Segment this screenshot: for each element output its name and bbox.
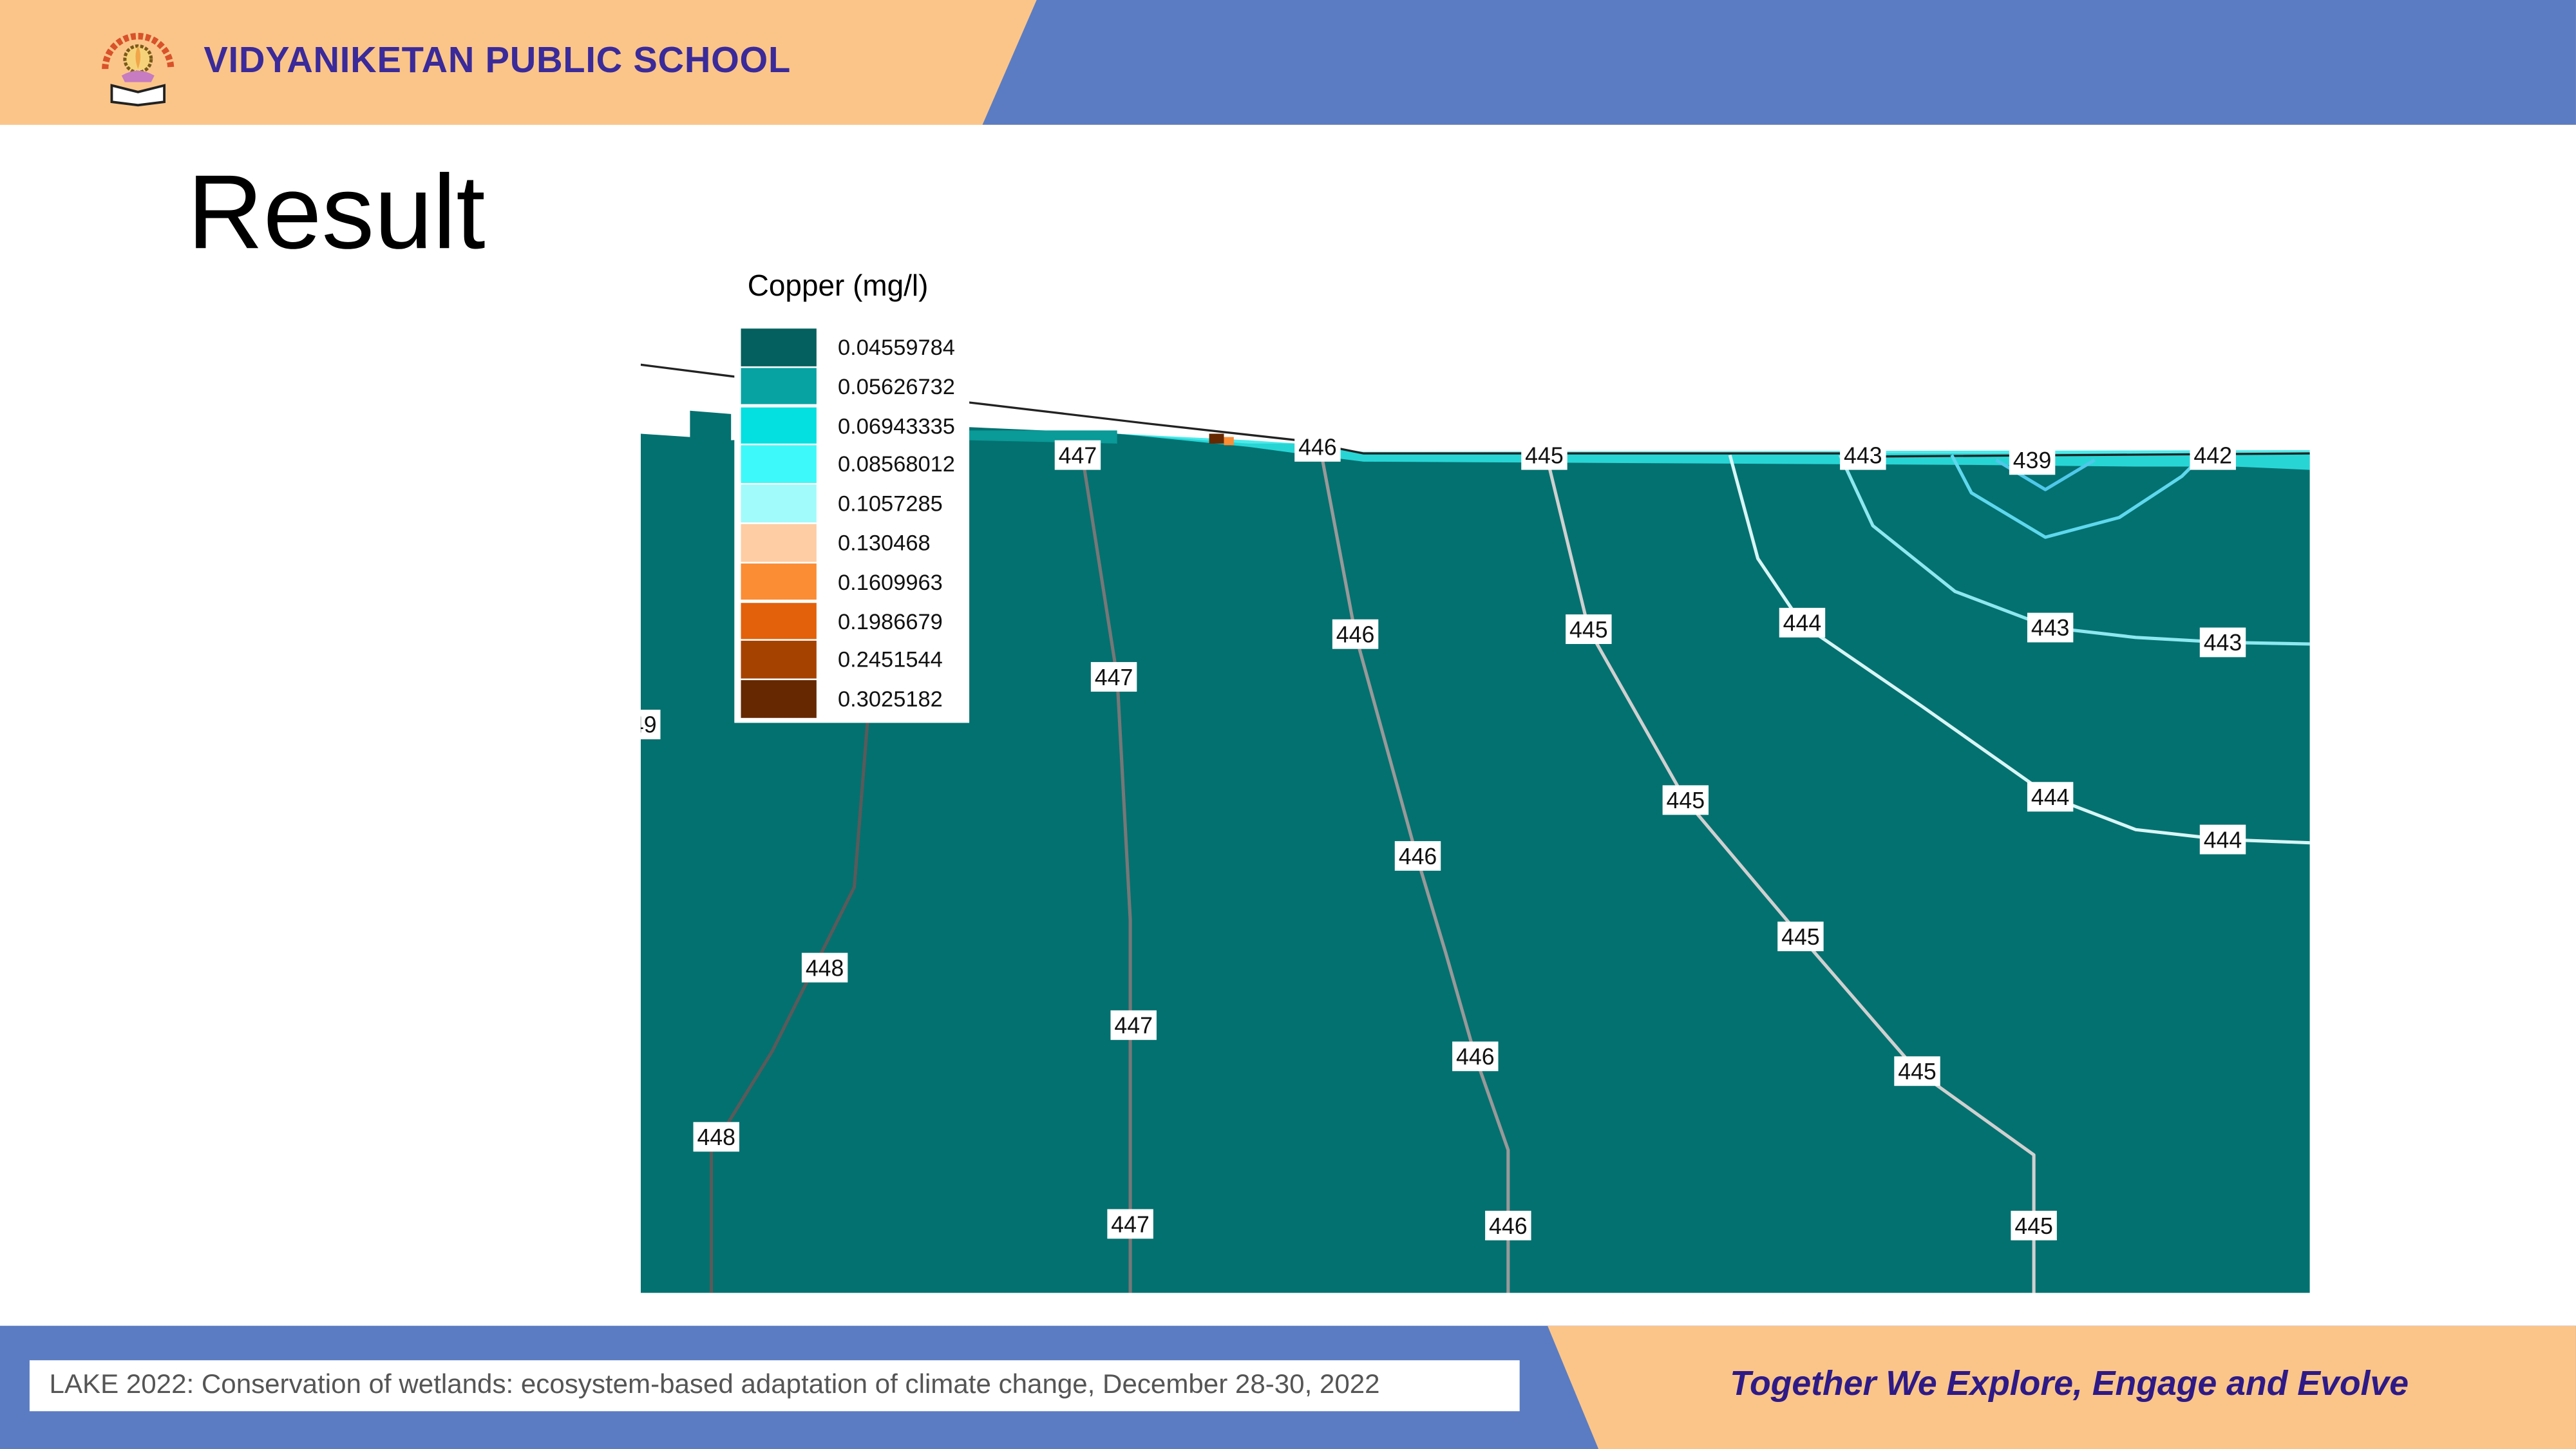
contour-line-442 — [1950, 454, 2203, 539]
contour-label-bg — [1521, 440, 1567, 470]
legend-swatch — [741, 680, 817, 717]
footer-tagline: Together We Explore, Engage and Evolve — [1730, 1365, 2409, 1403]
legend-swatch — [741, 367, 817, 405]
contour-label: 443 — [2031, 615, 2070, 641]
contour-label: 448 — [697, 1124, 735, 1150]
school-logo — [102, 33, 175, 107]
legend-value: 0.06943335 — [838, 413, 955, 439]
contour-label-bg — [1090, 662, 1137, 692]
contour-label: 446 — [1399, 844, 1437, 869]
contour-line-447 — [1083, 468, 1132, 1293]
contour-label: 444 — [2031, 784, 2070, 810]
legend-value: 0.3025182 — [838, 687, 943, 712]
contour-label-bg — [2009, 445, 2056, 475]
contour-label-bg — [1452, 1041, 1499, 1072]
contour-label-bg — [2027, 782, 2074, 812]
school-name: VIDYANIKETAN PUBLIC SCHOOL — [204, 39, 791, 80]
legend-swatch — [741, 406, 817, 444]
contour-label: 444 — [1783, 611, 1822, 636]
contour-line-448 — [710, 723, 869, 1293]
contour-label-bg — [1107, 1209, 1153, 1239]
contour-label: 447 — [1059, 442, 1097, 468]
contour-label: 446 — [1489, 1213, 1528, 1239]
contour-label-bg — [1294, 431, 1341, 462]
legend-swatch — [741, 641, 817, 679]
legend: 0.04559784 0.05626732 0.06943335 0.08568012… — [734, 317, 970, 723]
legend-swatch — [741, 328, 817, 366]
contour-label-bg — [2199, 627, 2246, 658]
contour-label-bg — [1394, 841, 1441, 871]
legend-swatch — [741, 602, 817, 639]
contour-label: 444 — [2204, 827, 2242, 853]
contour-label: 446 — [1298, 435, 1337, 460]
contour-label-bg — [2199, 824, 2246, 855]
contour-label: 448 — [806, 955, 844, 981]
contour-label: 442 — [2193, 442, 2232, 468]
contour-label-bg — [1054, 440, 1101, 470]
contour-label: 447 — [1095, 665, 1133, 690]
contour-label-bg — [1566, 614, 1612, 644]
hotspot-orange — [1224, 437, 1234, 446]
contour-label-bg — [2011, 1211, 2057, 1241]
legend-swatch — [741, 563, 817, 600]
contour-label-bg — [1894, 1056, 1940, 1086]
contour-label: 446 — [1456, 1044, 1495, 1070]
contour-label-bg — [1779, 607, 1826, 638]
legend-value: 0.2451544 — [838, 648, 943, 673]
legend-swatch — [741, 485, 817, 522]
contour-label-bg — [1662, 785, 1709, 815]
contour-label: 445 — [1569, 617, 1608, 643]
contour-label-bg — [1777, 922, 1824, 952]
contour-label-bg — [1110, 1010, 1157, 1040]
legend-value: 0.1609963 — [838, 569, 943, 594]
contour-label: 445 — [1525, 442, 1564, 468]
contour-label: 443 — [1844, 442, 1882, 468]
slide-title: Result — [187, 153, 486, 271]
contour-label-bg — [2190, 440, 2236, 470]
header-accent — [982, 0, 2576, 125]
legend-value: 0.08568012 — [838, 452, 955, 477]
contour-label: 447 — [1114, 1013, 1153, 1039]
hotspot-dark — [1209, 433, 1224, 444]
legend-swatch — [741, 524, 817, 562]
legend-value: 0.1986679 — [838, 609, 943, 634]
water-body — [640, 410, 2310, 1293]
contour-label: 445 — [1781, 924, 1820, 950]
contour-label: 443 — [2204, 630, 2242, 656]
contour-label-bg — [2027, 612, 2074, 643]
legend-title: Copper (mg/l) — [747, 269, 929, 303]
contour-label: 446 — [1336, 621, 1375, 647]
contour-label-bg — [1485, 1211, 1531, 1241]
footer-event-text: LAKE 2022: Conservation of wetlands: eco… — [49, 1370, 1380, 1400]
contour-label: 447 — [1111, 1211, 1150, 1237]
legend-swatch — [741, 446, 817, 483]
contour-label-bg — [693, 1122, 739, 1152]
contour-label-bg — [1840, 440, 1886, 470]
contour-label: 445 — [1667, 788, 1705, 813]
legend-value: 0.04559784 — [838, 335, 955, 360]
footer-accent — [1548, 1325, 2576, 1449]
contour-label: 445 — [1898, 1059, 1937, 1084]
legend-value: 0.05626732 — [838, 374, 955, 399]
contour-label-bg — [1332, 619, 1379, 649]
footer-event-box — [29, 1360, 1520, 1412]
legend-value: 0.1057285 — [838, 491, 943, 516]
contour-label-bg — [801, 952, 848, 983]
contour-label-bg — [640, 710, 661, 739]
contour-label: 445 — [2014, 1213, 2053, 1239]
contour-label: 439 — [2013, 448, 2052, 473]
legend-value: 0.130468 — [838, 530, 931, 556]
contour-label: 449 — [618, 712, 657, 738]
